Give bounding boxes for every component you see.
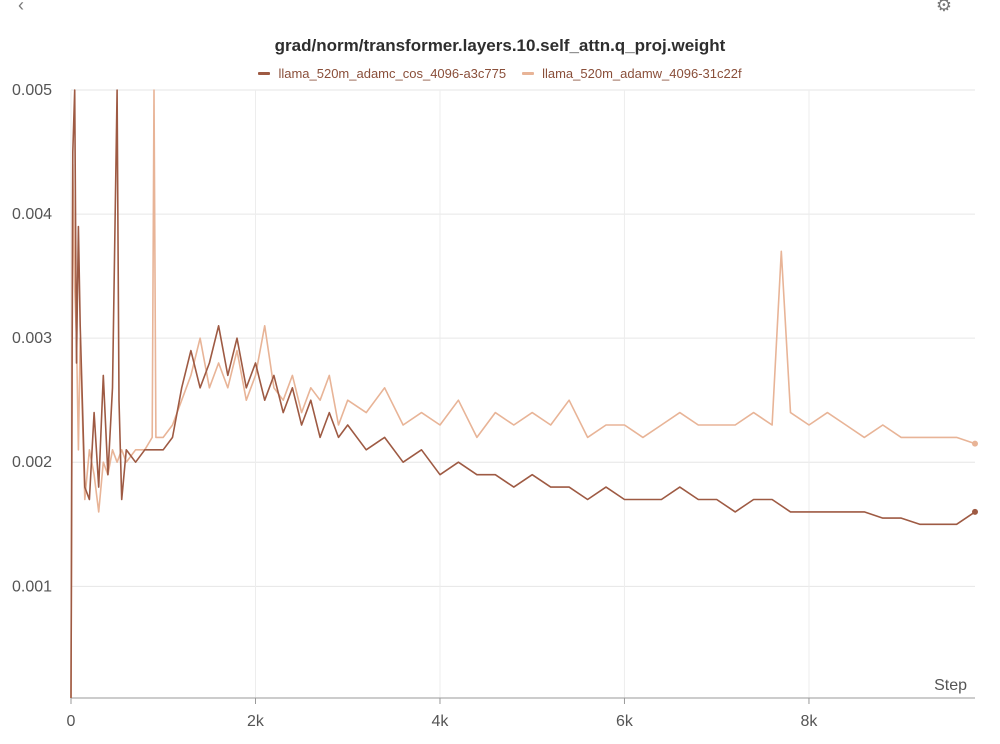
- y-tick-label-0: 0.001: [12, 578, 52, 595]
- legend: llama_520m_adamc_cos_4096-a3c775 llama_5…: [0, 66, 1000, 81]
- x-axis-label: Step: [934, 677, 967, 694]
- legend-item-series-1[interactable]: llama_520m_adamc_cos_4096-a3c775: [258, 66, 506, 81]
- legend-label-series-2: llama_520m_adamw_4096-31c22f: [542, 66, 742, 81]
- series-line-1[interactable]: [70, 89, 976, 699]
- legend-label-series-1: llama_520m_adamc_cos_4096-a3c775: [278, 66, 507, 81]
- series-endpoint-2: [972, 440, 978, 447]
- gear-icon[interactable]: ⚙: [935, 0, 952, 15]
- y-tick-label-1: 0.002: [12, 454, 52, 471]
- y-tick-label-3: 0.004: [12, 206, 52, 223]
- y-tick-label-2: 0.003: [12, 330, 52, 347]
- chevron-left-icon[interactable]: ‹: [18, 0, 24, 15]
- legend-swatch-series-1: [258, 72, 271, 75]
- grid-lines: [70, 89, 975, 698]
- series-endpoint-1: [972, 508, 978, 515]
- y-tick-label-4: 0.005: [12, 82, 52, 99]
- x-tick-label-4: 8k: [801, 713, 819, 730]
- x-tick-label-3: 6k: [616, 713, 634, 730]
- series-line-2[interactable]: [70, 89, 976, 699]
- legend-item-series-2[interactable]: llama_520m_adamw_4096-31c22f: [522, 66, 742, 81]
- x-tick-label-0: 0: [67, 713, 76, 730]
- x-tick-label-2: 4k: [432, 713, 450, 730]
- axes: [70, 697, 975, 704]
- tick-labels: 0.001 0.002 0.003 0.004 0.005 0 2k 4k 6k 8k: [12, 82, 818, 730]
- series-lines: [70, 89, 978, 699]
- chart-title: grad/norm/transformer.layers.10.self_att…: [274, 36, 726, 55]
- x-tick-label-1: 2k: [247, 713, 265, 730]
- legend-swatch-series-2: [522, 72, 535, 75]
